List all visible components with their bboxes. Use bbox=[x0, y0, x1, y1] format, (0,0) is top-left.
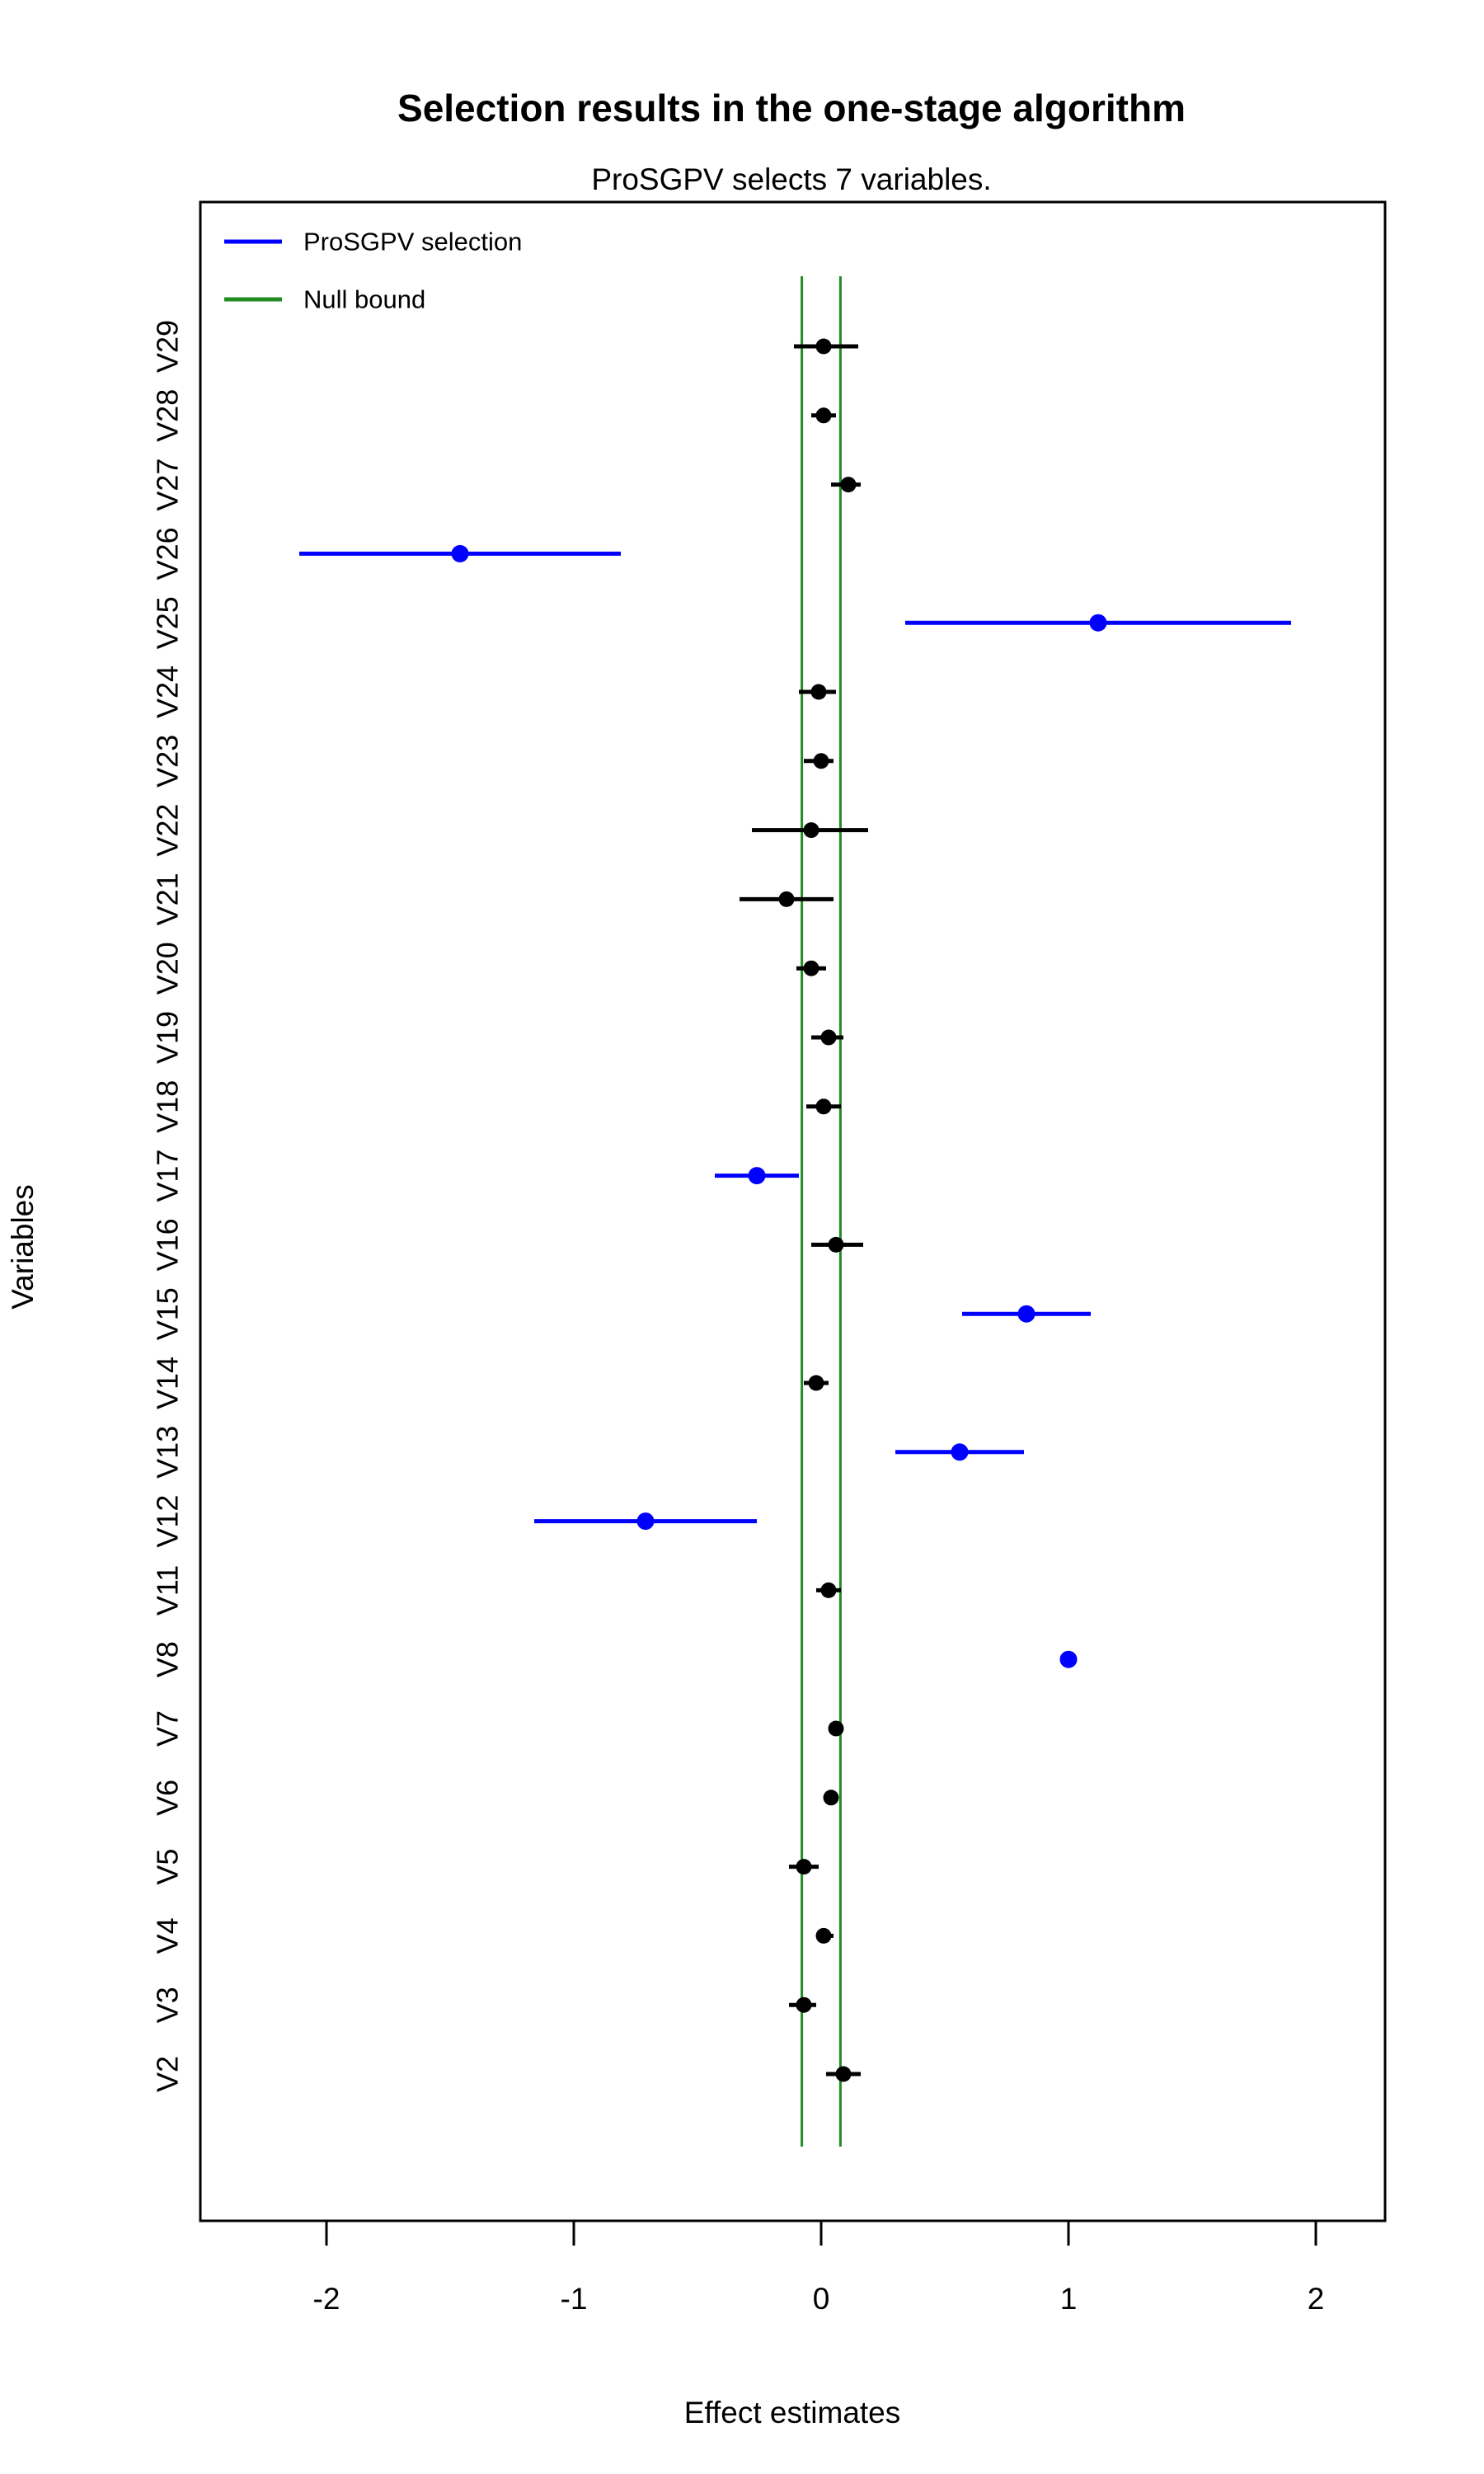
estimate-point-V20 bbox=[803, 960, 819, 976]
y-tick-label-V11: V11 bbox=[151, 1565, 185, 1616]
y-tick-label-V14: V14 bbox=[151, 1357, 185, 1409]
x-axis-title: Effect estimates bbox=[684, 2396, 901, 2429]
y-axis-variable-labels: V2 V3 V4 V5 V6 V7 V8 V11 V12 V13 V14 V15 V16 V17 V18 V1… bbox=[151, 320, 185, 2092]
estimates-layer bbox=[299, 338, 1291, 2082]
estimate-point-V4 bbox=[815, 1927, 832, 1944]
y-tick-label-V16: V16 bbox=[151, 1218, 185, 1271]
estimate-point-V11 bbox=[820, 1582, 837, 1598]
estimate-point-V12 bbox=[636, 1512, 655, 1531]
y-tick-label-V29: V29 bbox=[151, 320, 185, 373]
y-tick-label-V26: V26 bbox=[151, 527, 185, 580]
estimate-point-V21 bbox=[778, 891, 795, 907]
estimate-point-V22 bbox=[803, 822, 819, 839]
estimate-point-V15 bbox=[1017, 1305, 1036, 1323]
y-tick-label-V20: V20 bbox=[151, 942, 185, 995]
estimate-point-V8 bbox=[1059, 1650, 1078, 1668]
estimate-point-V2 bbox=[835, 2066, 852, 2082]
chart-title: Selection results in the one-stage algor… bbox=[397, 87, 1186, 129]
estimate-point-V25 bbox=[1089, 614, 1107, 632]
estimate-point-V18 bbox=[815, 1098, 832, 1115]
y-tick-label-V25: V25 bbox=[151, 596, 185, 649]
estimate-point-V29 bbox=[815, 338, 832, 355]
y-tick-label-V27: V27 bbox=[151, 459, 185, 511]
estimate-point-V23 bbox=[813, 753, 829, 769]
estimate-point-V19 bbox=[820, 1029, 837, 1046]
estimate-point-V14 bbox=[808, 1375, 824, 1391]
estimate-point-V26 bbox=[451, 544, 469, 562]
y-axis-title: Variables bbox=[6, 1184, 40, 1310]
y-tick-label-V7: V7 bbox=[151, 1710, 185, 1747]
y-tick-label-V17: V17 bbox=[151, 1150, 185, 1202]
y-tick-label-V19: V19 bbox=[151, 1011, 185, 1064]
y-tick-label-V28: V28 bbox=[151, 389, 185, 442]
y-tick-label-V8: V8 bbox=[151, 1641, 185, 1677]
x-tick-label--2: -2 bbox=[313, 2282, 340, 2316]
y-tick-label-V24: V24 bbox=[151, 666, 185, 718]
estimate-point-V13 bbox=[951, 1443, 969, 1461]
estimate-point-V17 bbox=[748, 1167, 766, 1185]
y-tick-label-V18: V18 bbox=[151, 1080, 185, 1133]
estimate-point-V27 bbox=[840, 477, 857, 493]
estimate-point-V7 bbox=[828, 1720, 844, 1737]
y-tick-label-V22: V22 bbox=[151, 804, 185, 857]
y-tick-label-V3: V3 bbox=[151, 1987, 185, 2023]
x-tick-label-0: 0 bbox=[813, 2282, 830, 2316]
x-tick-label-2: 2 bbox=[1308, 2282, 1325, 2316]
chart-subtitle: ProSGPV selects 7 variables. bbox=[591, 162, 991, 196]
plot-border-box bbox=[199, 200, 1387, 2222]
y-tick-label-V12: V12 bbox=[151, 1495, 185, 1548]
y-tick-label-V23: V23 bbox=[151, 735, 185, 788]
y-tick-label-V21: V21 bbox=[151, 872, 185, 925]
legend-label-prosgpv-selection: ProSGPV selection bbox=[303, 228, 522, 256]
x-tick-label-1: 1 bbox=[1060, 2282, 1078, 2316]
estimate-point-V3 bbox=[796, 1997, 812, 2013]
estimate-point-V6 bbox=[823, 1790, 839, 1806]
legend-label-null-bound: Null bound bbox=[303, 285, 425, 314]
estimate-point-V24 bbox=[810, 684, 827, 700]
legend: ProSGPV selection Null bound bbox=[224, 228, 522, 314]
x-axis-ticks: -2 -1 0 1 2 bbox=[313, 2221, 1325, 2316]
y-tick-label-V4: V4 bbox=[151, 1917, 185, 1954]
x-tick-label--1: -1 bbox=[561, 2282, 588, 2316]
y-tick-label-V15: V15 bbox=[151, 1287, 185, 1340]
estimate-point-V16 bbox=[828, 1236, 844, 1253]
null-bound-lines bbox=[801, 276, 842, 2147]
y-tick-label-V5: V5 bbox=[151, 1849, 185, 1885]
estimate-point-V5 bbox=[796, 1859, 812, 1875]
y-tick-label-V2: V2 bbox=[151, 2056, 185, 2092]
y-tick-label-V13: V13 bbox=[151, 1426, 185, 1479]
y-tick-label-V6: V6 bbox=[151, 1780, 185, 1816]
estimate-point-V28 bbox=[815, 407, 832, 424]
